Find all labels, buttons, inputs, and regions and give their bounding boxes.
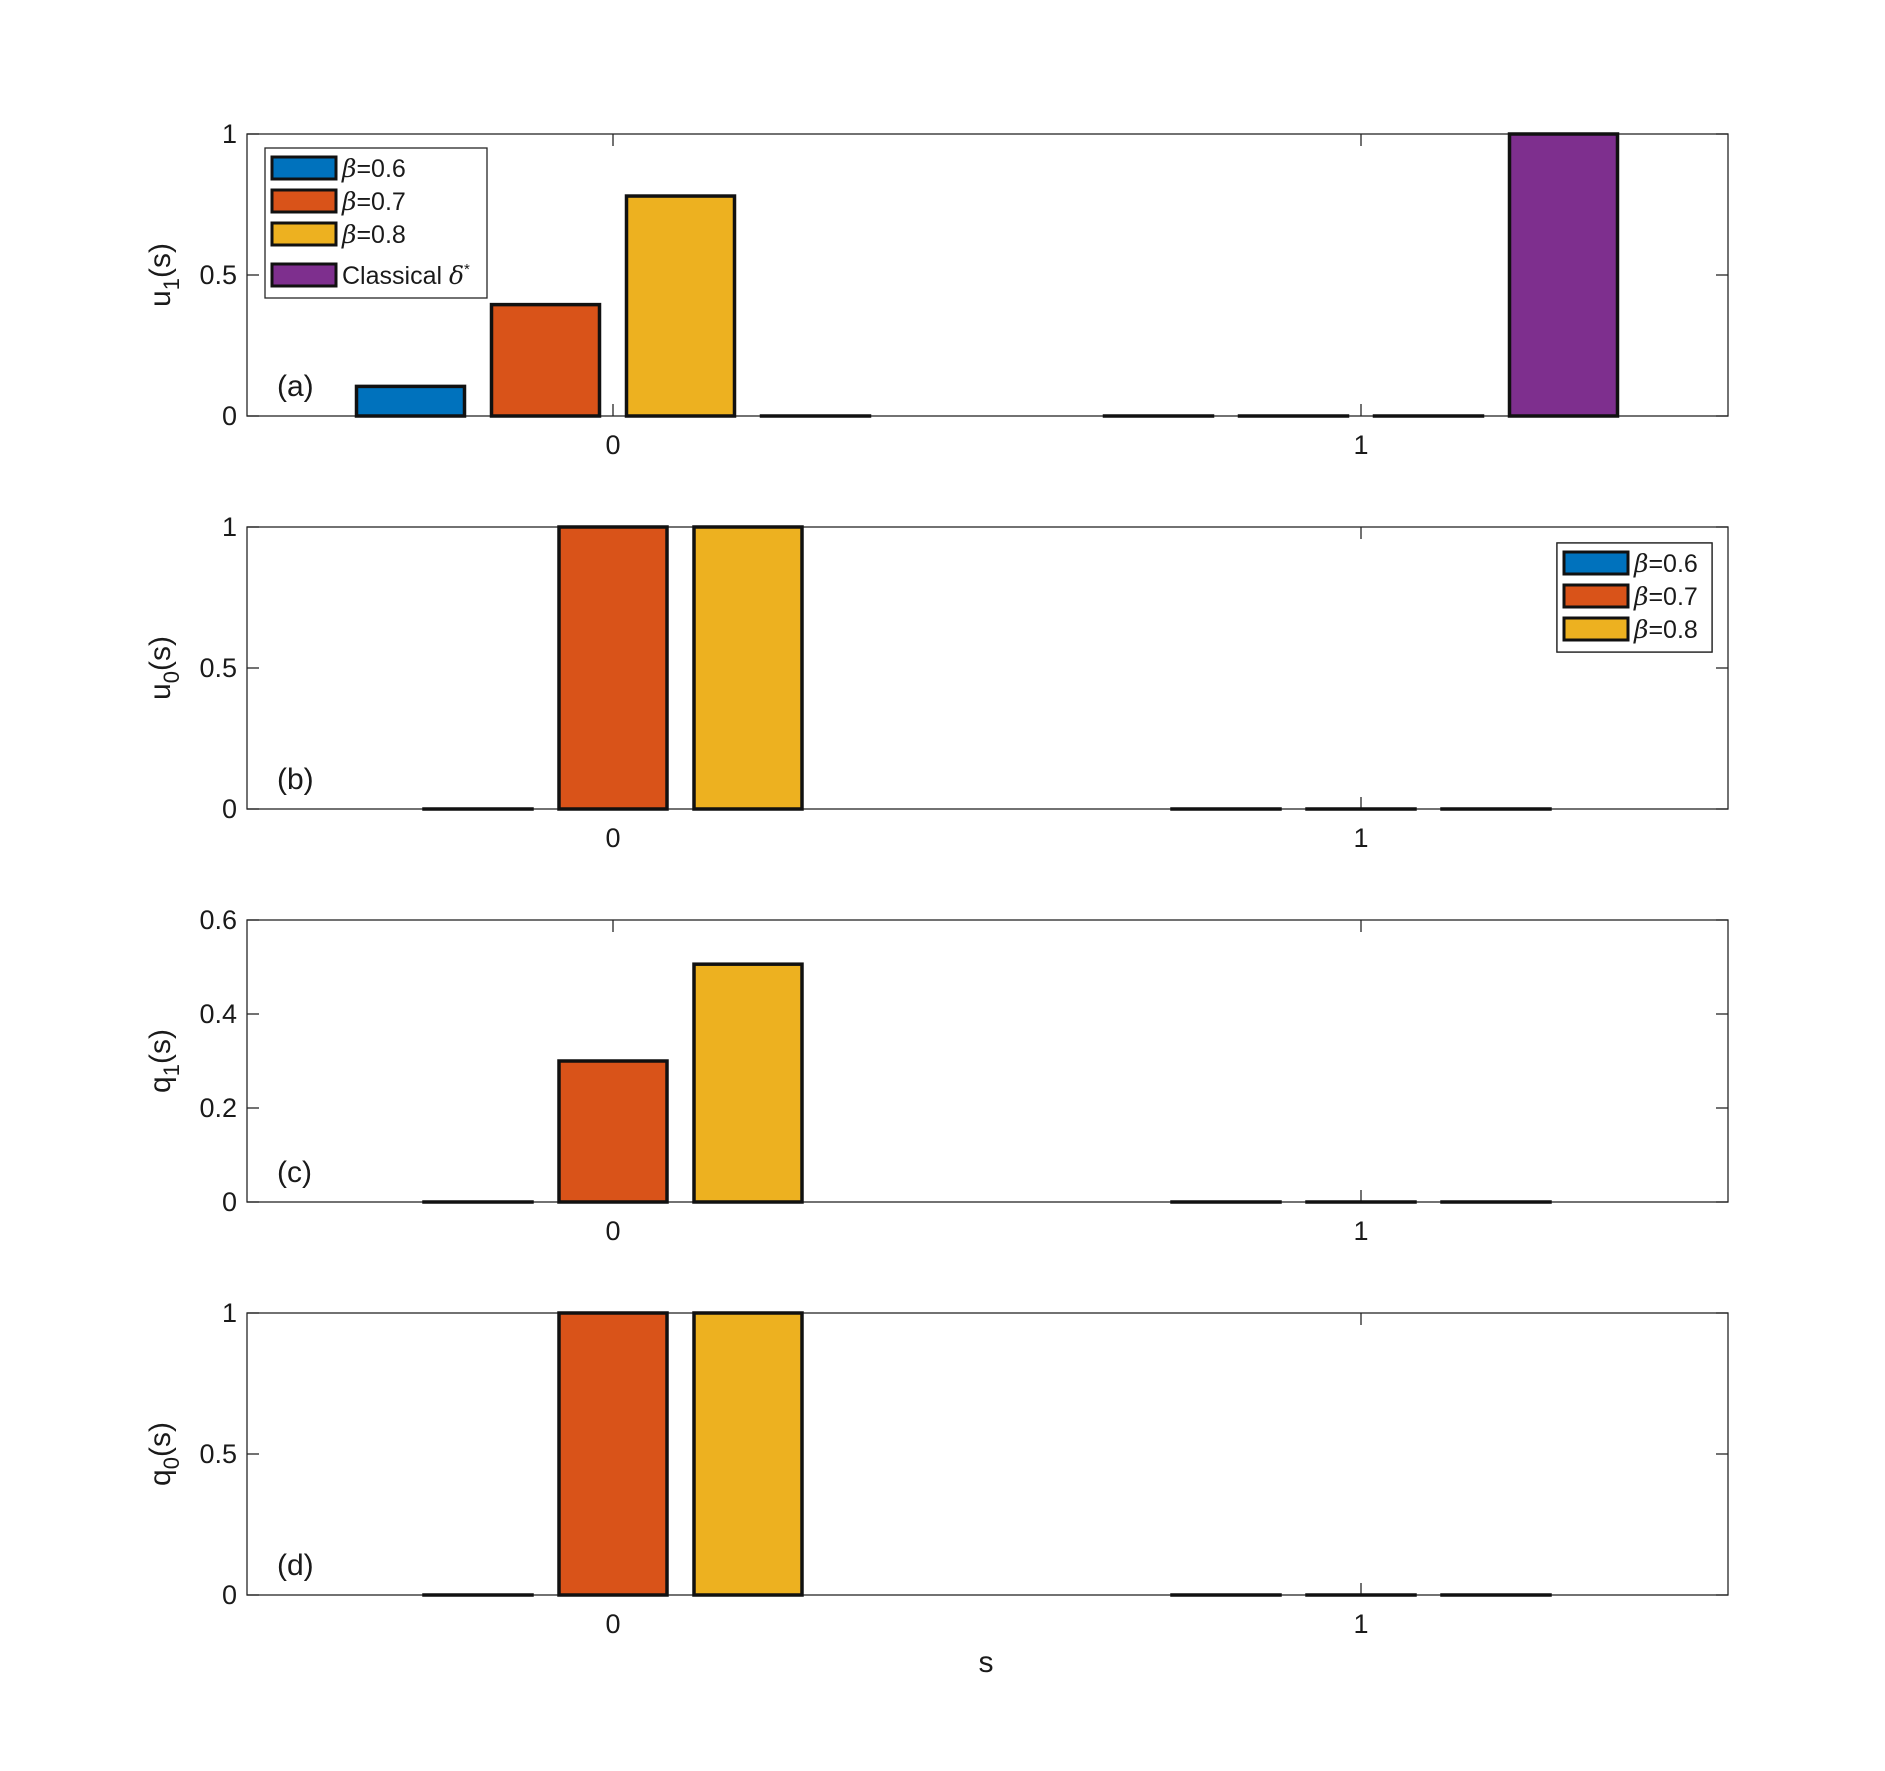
- y-tick-label: 0: [222, 1580, 237, 1610]
- axes-frame: [246, 1312, 1729, 1596]
- legend-swatch-beta06: [1562, 550, 1630, 576]
- bar-classical-1: [1507, 132, 1620, 418]
- legend-swatch-beta06: [270, 155, 338, 181]
- legend-entry-beta06: β=0.6: [341, 154, 406, 183]
- bar-beta08-0: [624, 194, 737, 418]
- x-tick-label: 0: [605, 430, 620, 460]
- legend-swatch-beta08: [1562, 616, 1630, 642]
- chart-panel: 0 0.5 1 0 1 q0(s) (d) β=0.6 β=0.7 β=0.8: [144, 542, 1729, 1639]
- legend-entry-beta08: β=0.8: [1633, 615, 1698, 644]
- x-tick-label: 1: [1353, 430, 1368, 460]
- chart-panel: 0 0.5 1 0 1 u1(s) (a) β=0.6 β=0.7 β=0.8 Classical …: [144, 119, 1729, 460]
- legend-swatch-beta07: [1562, 583, 1630, 609]
- panel-label: (b): [277, 763, 314, 796]
- bar-beta07-0: [557, 525, 669, 811]
- y-tick-label: 0.4: [199, 999, 237, 1029]
- y-axis-label: u1(s): [144, 243, 184, 307]
- panel-label: (d): [277, 1549, 314, 1582]
- legend-swatch-classical: [270, 262, 338, 288]
- x-tick-label: 0: [605, 823, 620, 853]
- legend-entry-beta07: β=0.7: [341, 187, 406, 216]
- y-axis-label: q1(s): [144, 1029, 184, 1093]
- y-tick-label: 0.5: [199, 653, 237, 683]
- x-axis-label: s: [979, 1646, 994, 1679]
- legend-entry-beta07: β=0.7: [1633, 582, 1698, 611]
- bar-beta08-0: [692, 1311, 804, 1597]
- bar-beta07-0: [557, 1311, 669, 1597]
- y-axis-label: q0(s): [144, 1422, 184, 1486]
- legend-swatch-beta08: [270, 221, 338, 247]
- y-tick-label: 0: [222, 1187, 237, 1217]
- y-tick-label: 0: [222, 401, 237, 431]
- legend-swatch-beta07: [270, 188, 338, 214]
- legend: β=0.6 β=0.7 β=0.8: [1556, 542, 1713, 653]
- y-tick-label: 0.6: [199, 905, 237, 935]
- y-tick-label: 0.2: [199, 1093, 237, 1123]
- bar-beta08-0: [692, 525, 804, 811]
- chart-panel: 0 0.5 1 0 1 u0(s) (b) β=0.6 β=0.7 β=0.8: [144, 512, 1729, 853]
- legend-entry-beta08: β=0.8: [341, 220, 406, 249]
- y-axis-label: u0(s): [144, 636, 184, 700]
- bar-beta07-0: [557, 1059, 669, 1204]
- x-tick-label: 1: [1353, 1216, 1368, 1246]
- bar-beta08-0: [692, 962, 804, 1204]
- legend-entry-classical: Classical δ*: [342, 261, 470, 290]
- x-tick-label: 0: [605, 1216, 620, 1246]
- x-tick-label: 0: [605, 1609, 620, 1639]
- panel-label: (a): [277, 370, 314, 403]
- y-tick-label: 1: [222, 119, 237, 149]
- y-tick-label: 1: [222, 512, 237, 542]
- x-tick-label: 1: [1353, 1609, 1368, 1639]
- bar-beta06-0: [354, 384, 467, 418]
- y-tick-label: 0.5: [199, 1439, 237, 1469]
- legend: β=0.6 β=0.7 β=0.8 Classical δ*: [264, 147, 488, 299]
- axes-frame: [246, 526, 1729, 810]
- panel-label: (c): [277, 1156, 312, 1189]
- bar-beta07-0: [489, 302, 602, 418]
- axes-frame: [246, 919, 1729, 1203]
- y-tick-label: 0: [222, 794, 237, 824]
- x-tick-label: 1: [1353, 823, 1368, 853]
- legend-entry-beta06: β=0.6: [1633, 549, 1698, 578]
- y-tick-label: 0.5: [199, 260, 237, 290]
- y-tick-label: 1: [222, 1298, 237, 1328]
